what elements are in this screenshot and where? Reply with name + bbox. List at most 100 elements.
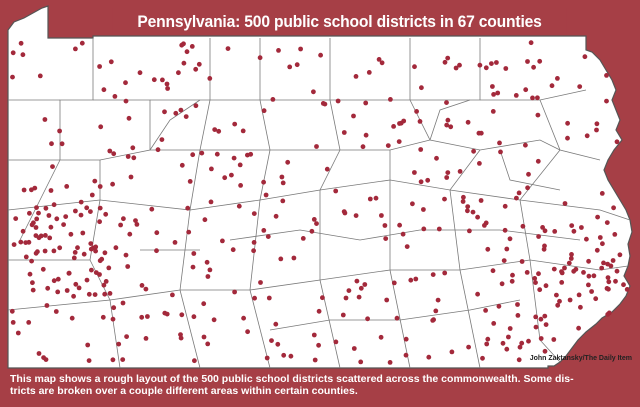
school-district-dot — [50, 164, 55, 170]
school-district-dot — [430, 318, 436, 323]
school-district-dot — [294, 62, 300, 68]
county-line — [179, 289, 201, 369]
county-line — [93, 99, 151, 161]
school-district-dot — [542, 228, 548, 234]
school-district-dot — [353, 74, 359, 79]
school-district-dot — [379, 213, 384, 218]
school-district-dot — [477, 161, 482, 166]
school-district-dot — [73, 208, 78, 214]
school-district-dot — [485, 246, 491, 252]
school-district-dot — [621, 282, 626, 288]
school-district-dot — [577, 84, 583, 89]
school-district-dot — [155, 147, 161, 153]
school-district-dot — [376, 57, 382, 62]
school-district-dot — [525, 185, 530, 191]
school-district-dot — [124, 334, 129, 339]
school-district-dot — [110, 316, 116, 322]
school-district-dot — [523, 87, 529, 93]
school-district-dot — [496, 303, 502, 309]
school-district-dot — [192, 358, 197, 364]
school-district-dot — [341, 130, 347, 135]
school-district-dot — [101, 282, 107, 288]
school-district-dot — [591, 273, 597, 279]
school-district-dot — [365, 316, 370, 322]
school-district-dot — [396, 139, 402, 145]
school-district-dot — [229, 172, 234, 178]
school-district-dot — [418, 147, 424, 152]
school-district-dot — [238, 183, 244, 188]
school-district-dot — [236, 203, 242, 209]
school-district-dot — [164, 311, 170, 317]
school-district-dot — [530, 95, 535, 101]
school-district-dot — [614, 139, 620, 145]
school-district-dot — [552, 229, 558, 234]
school-district-dot — [421, 207, 426, 212]
school-district-dot — [471, 148, 476, 154]
school-district-dot — [73, 281, 79, 287]
school-district-dot — [358, 285, 364, 291]
school-district-dot — [245, 152, 250, 158]
school-district-dot — [23, 254, 29, 260]
school-district-dot — [125, 154, 131, 159]
school-district-dot — [29, 222, 35, 228]
school-district-dot — [444, 122, 450, 128]
school-district-dot — [69, 315, 75, 321]
school-district-dot — [444, 100, 449, 105]
school-district-dot — [42, 248, 48, 254]
school-district-dot — [100, 314, 106, 320]
county-boundaries — [7, 38, 631, 369]
school-district-dot — [207, 76, 213, 81]
school-district-dot — [480, 355, 485, 361]
school-district-dot — [483, 308, 488, 313]
county-line — [109, 299, 121, 369]
school-district-dot — [568, 256, 574, 261]
school-district-dot — [85, 342, 91, 348]
school-district-dot — [311, 217, 317, 222]
school-district-dot — [202, 217, 208, 223]
school-district-dot — [280, 198, 286, 204]
school-district-dot — [57, 245, 63, 251]
school-district-dot — [410, 201, 415, 207]
school-district-dot — [322, 101, 328, 107]
school-district-dot — [449, 349, 455, 355]
school-district-dot — [421, 226, 427, 232]
school-district-dot — [287, 64, 293, 70]
school-district-dot — [444, 175, 450, 180]
school-district-dot — [232, 289, 238, 295]
school-district-dot — [191, 251, 197, 256]
school-district-dot — [562, 265, 567, 271]
school-district-dot — [185, 205, 191, 211]
school-district-dot — [160, 77, 165, 83]
school-district-dot — [515, 313, 521, 318]
school-district-dot — [442, 270, 448, 276]
school-district-dot — [276, 48, 281, 53]
school-district-dot — [97, 205, 103, 211]
school-district-dot — [81, 251, 87, 257]
school-district-dot — [606, 279, 612, 285]
school-district-dot — [517, 344, 523, 350]
school-district-dot — [251, 211, 257, 217]
caption-line-2: tricts are broken over a couple differen… — [10, 385, 358, 397]
school-district-dot — [27, 210, 32, 216]
school-district-dot — [542, 313, 548, 319]
school-district-dot — [418, 179, 424, 185]
school-district-dot — [507, 236, 513, 242]
school-district-dot — [139, 314, 145, 320]
school-district-dot — [457, 169, 463, 174]
school-district-dot — [27, 271, 33, 277]
school-district-dot — [231, 155, 237, 161]
school-district-dot — [541, 246, 547, 252]
school-district-dot — [526, 171, 531, 177]
school-district-dot — [20, 228, 26, 234]
school-district-dot — [251, 248, 256, 254]
school-district-dot — [49, 141, 54, 147]
school-district-dot — [190, 152, 196, 158]
school-district-dot — [604, 98, 609, 104]
school-district-dot — [88, 209, 93, 215]
school-district-dot — [426, 354, 432, 360]
school-district-dot — [33, 250, 39, 256]
school-district-dot — [269, 338, 274, 343]
school-district-dot — [44, 303, 50, 308]
school-district-dot — [281, 352, 287, 358]
school-district-dot — [55, 276, 61, 282]
